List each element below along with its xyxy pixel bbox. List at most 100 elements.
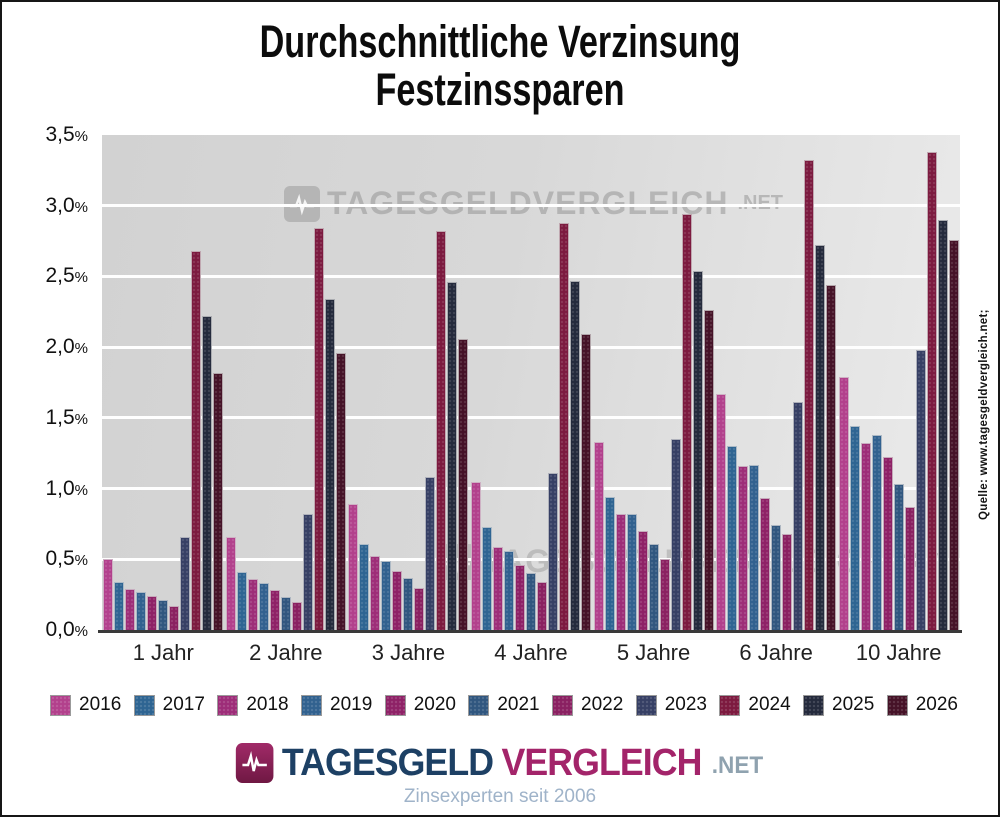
- bar-2026: [335, 352, 346, 630]
- bar-2018: [125, 589, 136, 630]
- bar-2021: [771, 525, 782, 630]
- gridline: [102, 274, 960, 278]
- legend-item-2023: 2023: [635, 694, 707, 716]
- bar-2016: [838, 376, 849, 630]
- bar-group-1-jahr: [102, 135, 225, 630]
- brand-suffix: .NET: [712, 752, 764, 779]
- bar-2023: [670, 439, 681, 630]
- x-axis: 1 Jahr 2 Jahre 3 Jahre 4 Jahre 5 Jahre 6 Jahr…: [102, 640, 960, 670]
- bar-2018: [492, 546, 503, 630]
- watermark-suffix: .NET: [737, 192, 783, 214]
- y-tick-label: 0,5%: [45, 547, 88, 571]
- bar-2026: [826, 284, 837, 630]
- legend-swatch: [552, 694, 574, 716]
- watermark-brand: TAGESGELDVERGLEICH: [327, 185, 729, 221]
- y-tick-label: 2,0%: [45, 335, 88, 359]
- legend-swatch: [301, 694, 323, 716]
- bar-2022: [659, 559, 670, 630]
- bar-2022: [414, 587, 425, 630]
- bar-2022: [169, 605, 180, 630]
- bar-2016: [103, 559, 114, 630]
- y-axis: 3,5% 3,0% 2,5% 2,0% 1,5% 1,0% 0,5% 0,0%: [2, 123, 94, 641]
- gridline: [102, 416, 960, 420]
- bar-group-4-jahre: [470, 135, 593, 630]
- bar-2020: [637, 531, 648, 630]
- bar-2021: [280, 597, 291, 630]
- bar-2018: [738, 465, 749, 630]
- bar-2017: [359, 543, 370, 630]
- title-line-1: Durchschnittliche Verzinsung: [259, 16, 741, 67]
- bar-2023: [793, 402, 804, 630]
- legend-item-2026: 2026: [886, 694, 958, 716]
- bar-2022: [782, 533, 793, 630]
- bar-2024: [558, 222, 569, 630]
- bar-2023: [302, 514, 313, 630]
- bar-2026: [703, 310, 714, 630]
- bar-2017: [114, 581, 125, 630]
- legend-item-2024: 2024: [719, 694, 791, 716]
- bar-2025: [447, 282, 458, 630]
- legend-label: 2017: [162, 694, 205, 715]
- bar-group-6-jahre: [715, 135, 838, 630]
- bar-2017: [604, 497, 615, 630]
- bar-2025: [692, 270, 703, 630]
- source-note: Quelle: www.tagesgeldvergleich.net;: [978, 309, 990, 520]
- bar-2020: [760, 498, 771, 630]
- bar-group-3-jahre: [347, 135, 470, 630]
- legend-swatch: [217, 694, 239, 716]
- legend-item-2018: 2018: [217, 694, 289, 716]
- legend-item-2019: 2019: [301, 694, 372, 716]
- legend-label: 2026: [915, 694, 958, 715]
- bar-2021: [403, 577, 414, 630]
- x-tick-label: 3 Jahre: [371, 640, 446, 665]
- bar-2025: [815, 245, 826, 630]
- bar-2018: [370, 556, 381, 630]
- bar-2026: [213, 372, 224, 630]
- bar-2019: [871, 434, 882, 630]
- bar-2024: [804, 160, 815, 630]
- bar-2016: [348, 504, 359, 630]
- x-axis-line: [98, 630, 962, 633]
- bar-2025: [202, 316, 213, 630]
- bar-2026: [580, 334, 591, 630]
- brand-pulse-icon: [236, 743, 274, 783]
- gridline: [102, 557, 960, 561]
- bar-2020: [269, 590, 280, 630]
- bar-2016: [225, 536, 236, 630]
- bar-2019: [503, 550, 514, 630]
- bar-2023: [915, 349, 926, 630]
- bar-2016: [593, 441, 604, 630]
- bar-2019: [258, 583, 269, 630]
- legend-label: 2021: [497, 694, 540, 715]
- bar-2020: [882, 457, 893, 630]
- bar-2020: [514, 564, 525, 630]
- bar-2023: [547, 473, 558, 630]
- x-tick-label: 5 Jahre: [616, 640, 691, 665]
- bar-group-2-jahre: [225, 135, 348, 630]
- bar-2023: [180, 536, 191, 630]
- legend-swatch: [468, 694, 490, 716]
- legend-item-2016: 2016: [50, 694, 121, 716]
- bar-2025: [937, 219, 948, 630]
- legend-label: 2018: [246, 694, 289, 715]
- bar-2019: [749, 464, 760, 630]
- bar-2021: [648, 543, 659, 630]
- bar-2016: [470, 481, 481, 630]
- legend-label: 2019: [330, 694, 373, 715]
- legend-item-2021: 2021: [468, 694, 540, 716]
- legend-item-2020: 2020: [384, 694, 456, 716]
- y-tick-label: 3,5%: [45, 123, 88, 146]
- legend-swatch: [803, 694, 825, 716]
- legend-label: 2016: [79, 694, 122, 715]
- bar-2021: [525, 573, 536, 630]
- page-title: Durchschnittliche Verzinsung Festzinsspa…: [122, 16, 879, 114]
- legend-label: 2025: [832, 694, 875, 715]
- y-tick-label: 2,5%: [45, 264, 88, 288]
- x-tick-label: 2 Jahre: [249, 640, 323, 665]
- legend: 2016 2017 2018 2019 2020 2021 2022 2023 2024 2025…: [50, 694, 958, 716]
- footer-logo: TAGESGELD VERGLEICH .NET Zinsexperten se…: [2, 743, 998, 808]
- brand-word-tagesgeld: TAGESGELD: [282, 742, 494, 784]
- legend-swatch: [50, 694, 71, 716]
- bar-2025: [324, 299, 335, 630]
